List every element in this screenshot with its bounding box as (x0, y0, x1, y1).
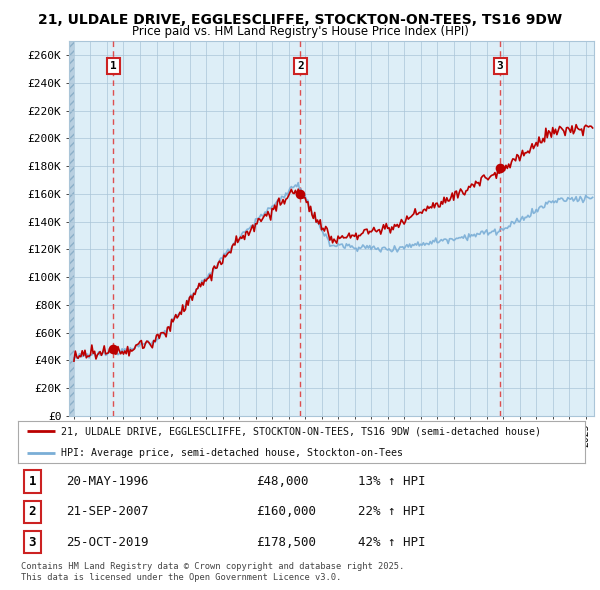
Text: 2: 2 (297, 61, 304, 71)
Text: 21, ULDALE DRIVE, EGGLESCLIFFE, STOCKTON-ON-TEES, TS16 9DW: 21, ULDALE DRIVE, EGGLESCLIFFE, STOCKTON… (38, 13, 562, 27)
Text: 1: 1 (28, 475, 36, 488)
Text: 3: 3 (28, 536, 36, 549)
Text: £160,000: £160,000 (256, 505, 316, 519)
Text: 25-OCT-2019: 25-OCT-2019 (66, 536, 149, 549)
Text: 3: 3 (497, 61, 503, 71)
Text: 1: 1 (110, 61, 116, 71)
Text: 21, ULDALE DRIVE, EGGLESCLIFFE, STOCKTON-ON-TEES, TS16 9DW (semi-detached house): 21, ULDALE DRIVE, EGGLESCLIFFE, STOCKTON… (61, 427, 541, 436)
Text: Price paid vs. HM Land Registry's House Price Index (HPI): Price paid vs. HM Land Registry's House … (131, 25, 469, 38)
Text: £48,000: £48,000 (256, 475, 308, 488)
Text: 21-SEP-2007: 21-SEP-2007 (66, 505, 149, 519)
Text: This data is licensed under the Open Government Licence v3.0.: This data is licensed under the Open Gov… (21, 573, 341, 582)
Text: Contains HM Land Registry data © Crown copyright and database right 2025.: Contains HM Land Registry data © Crown c… (21, 562, 404, 571)
Text: 22% ↑ HPI: 22% ↑ HPI (358, 505, 426, 519)
Bar (69, 41, 74, 416)
Text: 20-MAY-1996: 20-MAY-1996 (66, 475, 149, 488)
Text: HPI: Average price, semi-detached house, Stockton-on-Tees: HPI: Average price, semi-detached house,… (61, 448, 403, 457)
Text: £178,500: £178,500 (256, 536, 316, 549)
Text: 2: 2 (28, 505, 36, 519)
Text: 13% ↑ HPI: 13% ↑ HPI (358, 475, 426, 488)
Text: 42% ↑ HPI: 42% ↑ HPI (358, 536, 426, 549)
